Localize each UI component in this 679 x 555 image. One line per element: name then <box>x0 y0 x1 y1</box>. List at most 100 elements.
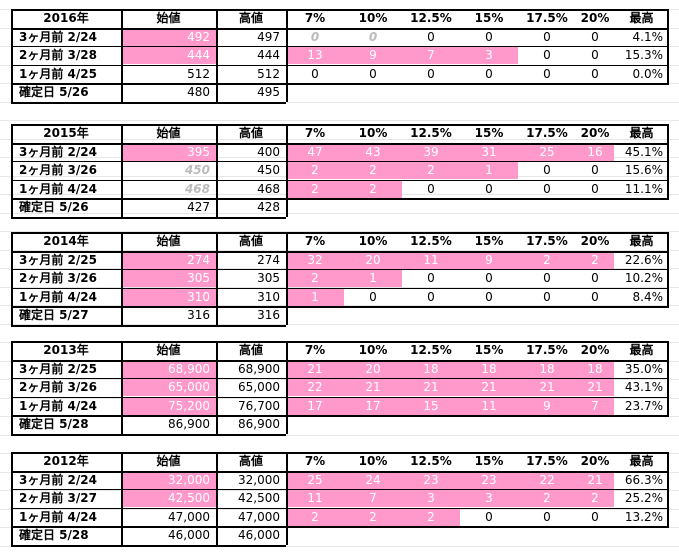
row-label[interactable]: 1ヶ月前 4/24 <box>19 181 97 196</box>
cell-max[interactable] <box>614 415 669 433</box>
cell-open[interactable]: 86,900 <box>168 417 210 431</box>
cell-p10[interactable]: 1 <box>344 269 402 287</box>
cell-open[interactable]: 395 <box>121 142 216 161</box>
cell-p20[interactable] <box>576 198 614 216</box>
cell-p20[interactable]: 2 <box>576 250 614 269</box>
cell-p20[interactable]: 0 <box>591 163 599 177</box>
cell-p125[interactable] <box>402 526 460 544</box>
cell-p175[interactable]: 0 <box>543 289 551 304</box>
cell-p15[interactable]: 1 <box>460 161 518 179</box>
row-label[interactable]: 2ヶ月前 3/26 <box>19 163 97 177</box>
cell-max[interactable]: 0.0% <box>632 66 664 81</box>
cell-open[interactable]: 492 <box>121 27 216 46</box>
cell-max[interactable] <box>614 83 669 101</box>
cell-p15[interactable] <box>460 306 518 324</box>
cell-p20[interactable]: 0 <box>591 509 599 524</box>
cell-p20[interactable]: 7 <box>576 396 614 415</box>
cell-p20[interactable]: 0 <box>591 271 599 285</box>
cell-p10[interactable] <box>344 415 402 433</box>
cell-open[interactable]: 32,000 <box>121 470 216 489</box>
cell-high[interactable]: 450 <box>257 163 280 177</box>
cell-p7[interactable]: 32 <box>286 250 344 269</box>
cell-p7[interactable] <box>286 83 344 101</box>
cell-p10[interactable]: 9 <box>344 46 402 64</box>
cell-p125[interactable]: 23 <box>402 470 460 489</box>
cell-p175[interactable]: 22 <box>518 470 576 489</box>
cell-max[interactable] <box>614 526 669 544</box>
cell-p10[interactable]: 20 <box>344 359 402 378</box>
cell-p175[interactable]: 0 <box>543 66 551 81</box>
cell-p125[interactable] <box>402 415 460 433</box>
cell-open[interactable]: 480 <box>187 85 210 99</box>
cell-p175[interactable]: 9 <box>518 396 576 415</box>
cell-p15[interactable] <box>460 198 518 216</box>
cell-p20[interactable] <box>576 306 614 324</box>
cell-p15[interactable]: 9 <box>460 250 518 269</box>
cell-open[interactable]: 316 <box>187 308 210 322</box>
cell-high[interactable]: 316 <box>257 308 280 322</box>
cell-open[interactable]: 46,000 <box>168 528 210 542</box>
row-label[interactable]: 2ヶ月前 3/26 <box>19 271 97 285</box>
cell-p15[interactable] <box>460 83 518 101</box>
cell-p15[interactable]: 0 <box>485 271 493 285</box>
cell-p7[interactable]: 0 <box>311 66 319 81</box>
cell-p125[interactable] <box>402 83 460 101</box>
cell-high[interactable]: 512 <box>257 66 280 81</box>
cell-p20[interactable]: 18 <box>576 359 614 378</box>
row-label[interactable]: 3ヶ月前 2/24 <box>19 144 97 159</box>
cell-max[interactable]: 15.3% <box>624 48 663 62</box>
cell-p175[interactable]: 2 <box>518 250 576 269</box>
cell-p7[interactable]: 11 <box>286 489 344 507</box>
cell-p125[interactable]: 3 <box>402 489 460 507</box>
cell-p7[interactable]: 47 <box>286 142 344 161</box>
cell-p15[interactable]: 0 <box>485 289 493 304</box>
cell-high[interactable]: 428 <box>257 200 280 214</box>
cell-open[interactable]: 68,900 <box>121 359 216 378</box>
cell-p125[interactable]: 15 <box>402 396 460 415</box>
row-label[interactable]: 確定日 5/27 <box>19 308 89 322</box>
cell-p10[interactable] <box>344 526 402 544</box>
row-label[interactable]: 2ヶ月前 3/27 <box>19 491 97 505</box>
cell-p10[interactable]: 0 <box>369 289 377 304</box>
cell-open[interactable]: 65,000 <box>121 378 216 396</box>
cell-p20[interactable]: 16 <box>576 142 614 161</box>
cell-p175[interactable]: 0 <box>543 163 551 177</box>
cell-p175[interactable] <box>518 83 576 101</box>
cell-p20[interactable]: 2 <box>576 489 614 507</box>
cell-p10[interactable]: 20 <box>344 250 402 269</box>
cell-high[interactable]: 305 <box>257 271 280 285</box>
row-label[interactable]: 確定日 5/28 <box>19 528 89 542</box>
cell-p125[interactable]: 7 <box>402 46 460 64</box>
cell-p125[interactable]: 0 <box>427 271 435 285</box>
cell-p20[interactable] <box>576 83 614 101</box>
cell-p7[interactable]: 0 <box>310 29 320 44</box>
cell-max[interactable]: 4.1% <box>632 29 664 44</box>
cell-p125[interactable]: 0 <box>427 29 435 44</box>
cell-p125[interactable]: 0 <box>427 66 435 81</box>
cell-p10[interactable] <box>344 198 402 216</box>
cell-high[interactable]: 68,900 <box>238 361 280 376</box>
cell-high[interactable]: 444 <box>257 48 280 62</box>
cell-p15[interactable]: 3 <box>460 46 518 64</box>
cell-open[interactable]: 468 <box>184 181 210 196</box>
cell-p15[interactable]: 0 <box>485 66 493 81</box>
cell-p7[interactable]: 2 <box>286 179 344 198</box>
cell-p125[interactable]: 18 <box>402 359 460 378</box>
cell-p125[interactable]: 0 <box>427 289 435 304</box>
cell-p10[interactable]: 43 <box>344 142 402 161</box>
cell-open[interactable]: 512 <box>187 66 210 81</box>
cell-p7[interactable]: 2 <box>286 507 344 526</box>
cell-p125[interactable]: 11 <box>402 250 460 269</box>
cell-p175[interactable]: 0 <box>543 509 551 524</box>
cell-p175[interactable]: 0 <box>543 271 551 285</box>
cell-p15[interactable]: 0 <box>485 509 493 524</box>
cell-high[interactable]: 32,000 <box>238 472 280 487</box>
cell-max[interactable]: 66.3% <box>624 472 663 487</box>
cell-p125[interactable]: 2 <box>402 161 460 179</box>
cell-p125[interactable]: 0 <box>427 181 435 196</box>
cell-high[interactable]: 497 <box>257 29 280 44</box>
cell-p10[interactable]: 2 <box>344 179 402 198</box>
cell-max[interactable] <box>614 306 669 324</box>
cell-open[interactable]: 42,500 <box>121 489 216 507</box>
cell-p20[interactable] <box>576 526 614 544</box>
